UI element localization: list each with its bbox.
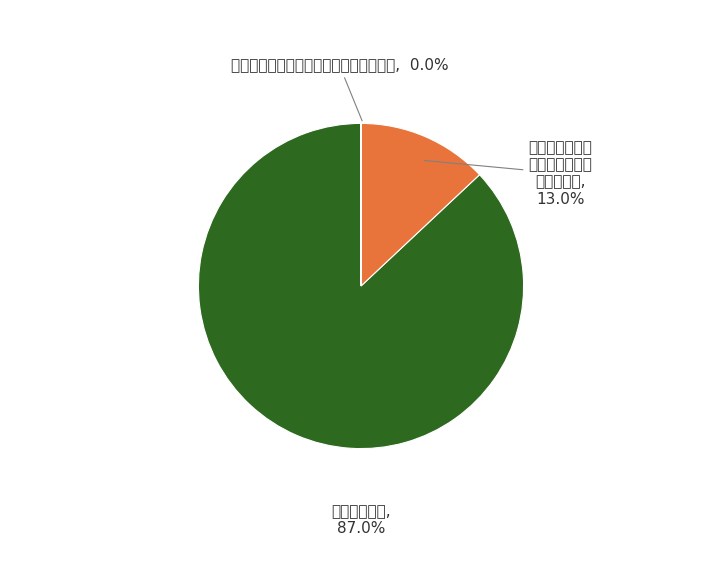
- Text: 満足している,
87.0%: 満足している, 87.0%: [331, 504, 391, 537]
- Text: 満足しているが
改善して欲しい
点があった,
13.0%: 満足しているが 改善して欲しい 点があった, 13.0%: [425, 140, 592, 207]
- Wedge shape: [199, 124, 523, 448]
- Text: 改善して欲しい点が多く満足していない,  0.0%: 改善して欲しい点が多く満足していない, 0.0%: [230, 57, 448, 121]
- Wedge shape: [361, 124, 479, 286]
